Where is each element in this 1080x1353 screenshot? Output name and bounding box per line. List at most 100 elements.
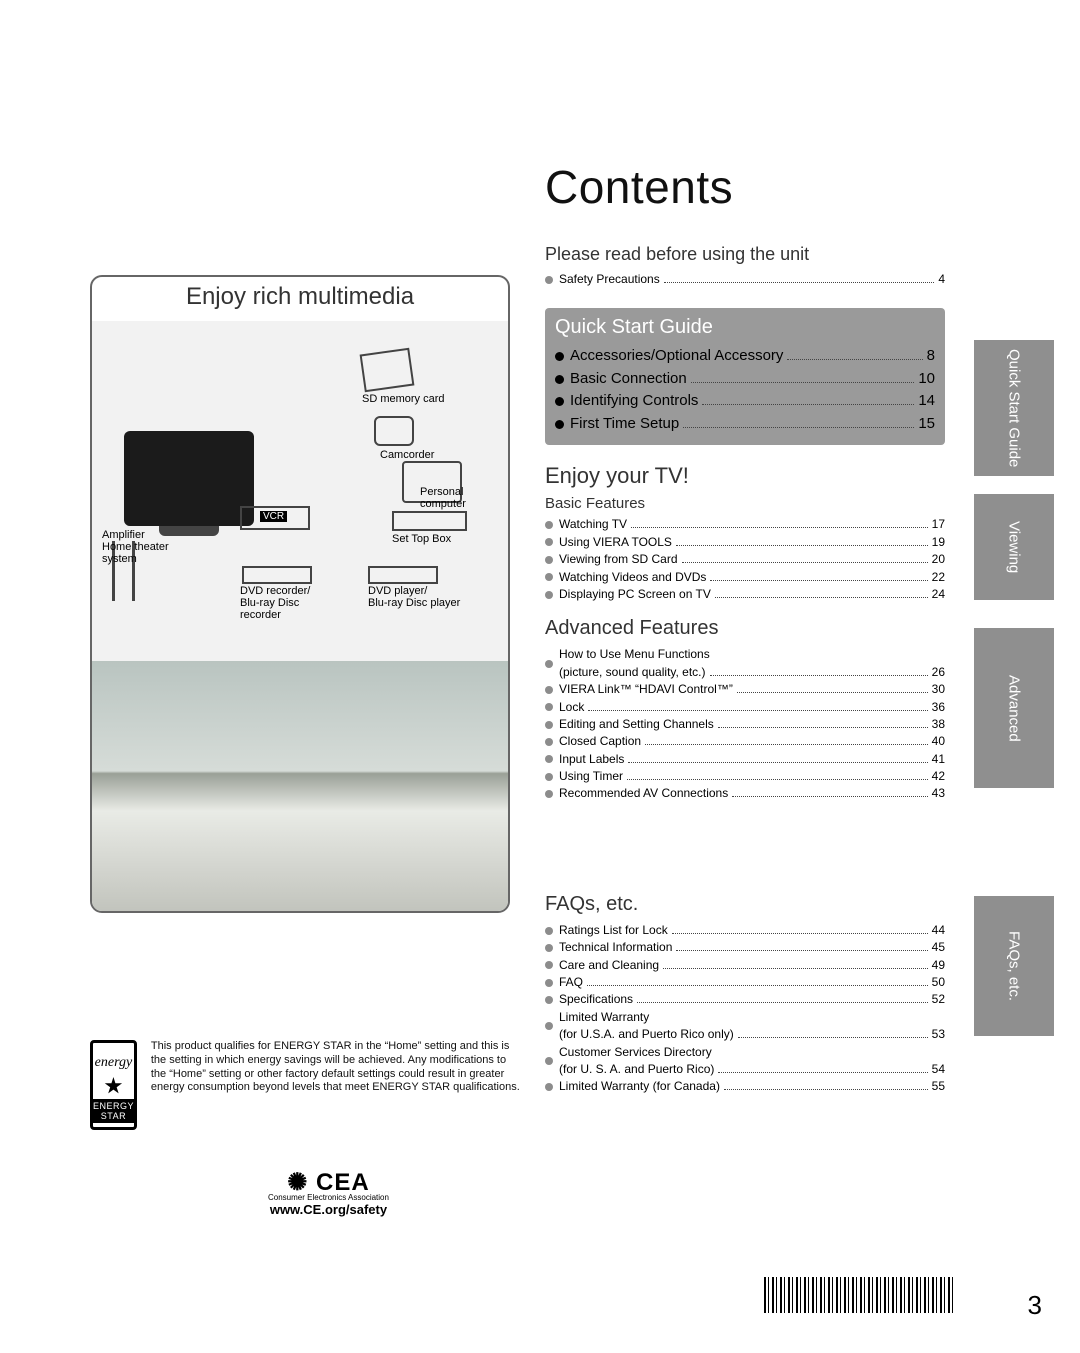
- leader-dots: [631, 527, 928, 528]
- bullet-icon: [555, 397, 564, 406]
- toc-page: 15: [918, 413, 935, 436]
- tab-viewing: Viewing: [974, 494, 1054, 600]
- leader-dots: [676, 545, 928, 546]
- leader-dots: [587, 985, 928, 986]
- toc-item: Displaying PC Screen on TV24: [545, 586, 945, 603]
- bullet-icon: [545, 773, 553, 781]
- page-number: 3: [1028, 1290, 1042, 1321]
- energy-star-text: This product qualifies for ENERGY STAR i…: [151, 1040, 520, 1130]
- toc-label: Technical Information: [559, 939, 672, 956]
- toc-label: Identifying Controls: [570, 390, 698, 413]
- toc-page: 8: [927, 345, 935, 368]
- leader-dots: [645, 744, 928, 745]
- toc-page: 53: [932, 1026, 945, 1043]
- toc-label: FAQ: [559, 974, 583, 991]
- sd-label: SD memory card: [362, 393, 445, 405]
- toc-page: 43: [932, 785, 945, 802]
- stb-icon: [392, 511, 467, 531]
- bullet-icon: [555, 352, 564, 361]
- toc-label: Safety Precautions: [559, 271, 660, 288]
- quickstart-heading: Quick Start Guide: [555, 316, 935, 339]
- leader-dots: [663, 968, 928, 969]
- toc-label: Using Timer: [559, 768, 623, 785]
- toc-label: Viewing from SD Card: [559, 551, 678, 568]
- cea-block: ✺ CEA Consumer Electronics Association w…: [268, 1168, 389, 1217]
- toc-page: 24: [932, 586, 945, 603]
- toc-page: 20: [932, 551, 945, 568]
- toc-label: Closed Caption: [559, 733, 641, 750]
- faq-list: Ratings List for Lock44Technical Informa…: [545, 922, 945, 1096]
- leader-dots: [715, 597, 928, 598]
- bullet-icon: [545, 703, 553, 711]
- toc-item: Technical Information 45: [545, 939, 945, 956]
- toc-item: Accessories/Optional Accessory8: [555, 345, 935, 368]
- toc-page: 36: [932, 699, 945, 716]
- toc-item: Safety Precautions4: [545, 271, 945, 288]
- toc-item: Input Labels41: [545, 751, 945, 768]
- bullet-icon: [545, 738, 553, 746]
- bullet-icon: [555, 420, 564, 429]
- dvdrec-label: DVD recorder/ Blu-ray Disc recorder: [240, 586, 310, 622]
- bullet-icon: [545, 591, 553, 599]
- toc-page: 45: [932, 939, 945, 956]
- star-icon: [104, 1077, 122, 1095]
- bullet-icon: [545, 660, 553, 668]
- rich-multimedia-title: Enjoy rich multimedia: [92, 277, 508, 321]
- toc-page: 49: [932, 957, 945, 974]
- toc-label: First Time Setup: [570, 413, 679, 436]
- toc-label: Limited Warranty: [559, 1009, 945, 1026]
- leader-dots: [588, 710, 927, 711]
- leader-dots: [676, 950, 927, 951]
- energy-star-block: energy ENERGY STAR This product qualifie…: [90, 1040, 520, 1130]
- tab-advanced: Advanced: [974, 628, 1054, 788]
- stb-label: Set Top Box: [392, 533, 451, 545]
- toc-label: Customer Services Directory: [559, 1044, 945, 1061]
- toc-item: FAQ50: [545, 974, 945, 991]
- enjoy-list: Watching TV17Using VIERA TOOLS19Viewing …: [545, 516, 945, 603]
- leader-dots: [718, 1072, 927, 1073]
- toc-page: 19: [932, 534, 945, 551]
- bullet-icon: [545, 276, 553, 284]
- toc-label: Watching Videos and DVDs: [559, 569, 706, 586]
- toc-page: 41: [932, 751, 945, 768]
- camcorder-icon: [374, 416, 414, 446]
- toc-item: Limited Warranty(for U.S.A. and Puerto R…: [545, 1009, 945, 1044]
- toc-label-line2: (picture, sound quality, etc.): [559, 664, 706, 681]
- toc-label-line2: (for U.S.A. and Puerto Rico only): [559, 1026, 734, 1043]
- faq-heading: FAQs, etc.: [545, 893, 945, 916]
- energy-star-bar: ENERGY STAR: [93, 1099, 134, 1123]
- bullet-icon: [545, 556, 553, 564]
- basic-features-sub: Basic Features: [545, 495, 945, 512]
- right-column: Contents Please read before using the un…: [545, 160, 945, 1096]
- toc-item: Identifying Controls 14: [555, 390, 935, 413]
- toc-page: 42: [932, 768, 945, 785]
- dvdplayer-label: DVD player/ Blu-ray Disc player: [368, 586, 460, 610]
- toc-item: Editing and Setting Channels38: [545, 716, 945, 733]
- toc-page: 38: [932, 716, 945, 733]
- toc-item: Using Timer 42: [545, 768, 945, 785]
- left-column: Enjoy rich multimedia SD memory card Cam…: [90, 275, 510, 913]
- bullet-icon: [545, 686, 553, 694]
- tab-faqs: FAQs, etc.: [974, 896, 1054, 1036]
- side-tabs: Quick Start Guide Viewing Advanced FAQs,…: [974, 340, 1054, 1036]
- toc-label: Basic Connection: [570, 368, 687, 391]
- toc-item: VIERA Link™ “HDAVI Control™”30: [545, 681, 945, 698]
- toc-page: 22: [932, 569, 945, 586]
- cea-tag: Consumer Electronics Association: [268, 1193, 389, 1202]
- toc-item: Specifications52: [545, 991, 945, 1008]
- toc-item: Watching Videos and DVDs 22: [545, 569, 945, 586]
- barcode: [764, 1277, 954, 1313]
- toc-label-line2: (for U. S. A. and Puerto Rico): [559, 1061, 714, 1078]
- advanced-list: How to Use Menu Functions(picture, sound…: [545, 646, 945, 803]
- bullet-icon: [545, 573, 553, 581]
- toc-page: 52: [932, 991, 945, 1008]
- toc-page: 14: [918, 390, 935, 413]
- cea-site: www.CE.org/safety: [268, 1202, 389, 1217]
- energy-star-logo: energy ENERGY STAR: [90, 1040, 137, 1130]
- preread-list: Safety Precautions4: [545, 271, 945, 288]
- toc-page: 44: [932, 922, 945, 939]
- leader-dots: [664, 282, 935, 283]
- bullet-icon: [545, 1022, 553, 1030]
- dvdplayer-icon: [368, 566, 438, 584]
- toc-item: Closed Caption40: [545, 733, 945, 750]
